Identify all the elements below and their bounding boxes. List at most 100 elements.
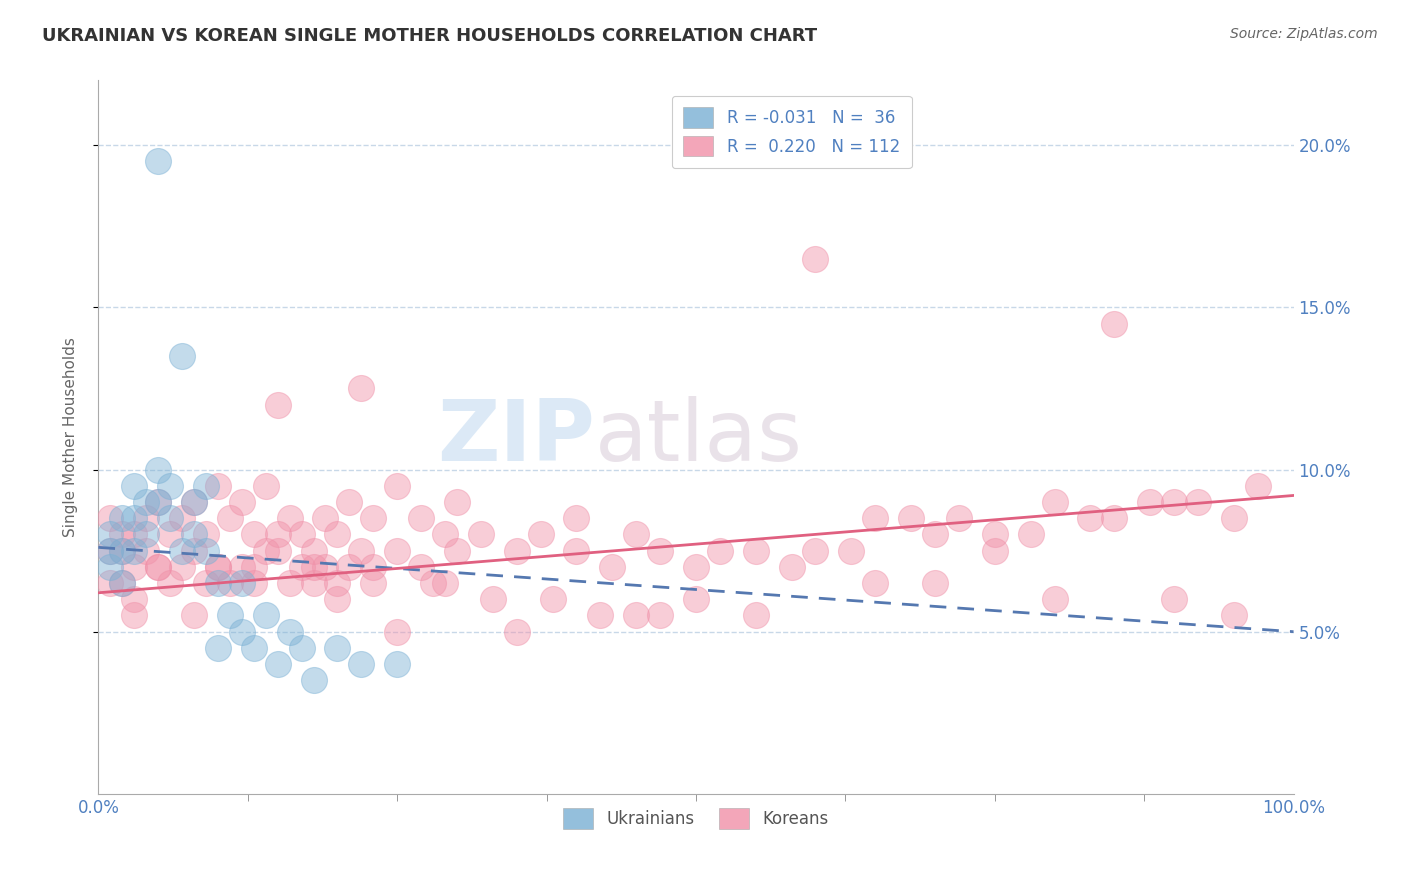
Point <box>650 543 672 558</box>
Point <box>111 527 134 541</box>
Point <box>231 624 253 639</box>
Point <box>984 543 1007 558</box>
Point <box>278 576 301 591</box>
Point <box>804 252 827 266</box>
Point <box>207 640 229 655</box>
Point <box>183 495 205 509</box>
Point <box>159 511 181 525</box>
Point <box>148 495 170 509</box>
Point <box>411 511 433 525</box>
Point <box>159 576 181 591</box>
Point <box>924 576 946 591</box>
Point <box>98 527 122 541</box>
Point <box>326 592 349 607</box>
Point <box>195 576 218 591</box>
Point <box>124 479 146 493</box>
Point <box>231 576 253 591</box>
Point <box>195 543 218 558</box>
Point <box>984 527 1007 541</box>
Point <box>172 349 194 363</box>
Point <box>278 624 301 639</box>
Point <box>231 559 253 574</box>
Point <box>339 495 361 509</box>
Point <box>207 479 229 493</box>
Point <box>267 543 290 558</box>
Point <box>159 479 181 493</box>
Point <box>183 543 205 558</box>
Point <box>434 576 457 591</box>
Point <box>124 592 146 607</box>
Point <box>565 511 588 525</box>
Point <box>530 527 553 541</box>
Point <box>434 527 457 541</box>
Point <box>541 592 564 607</box>
Point <box>326 640 349 655</box>
Point <box>124 511 146 525</box>
Point <box>135 527 157 541</box>
Point <box>135 511 157 525</box>
Point <box>350 657 373 672</box>
Point <box>948 511 970 525</box>
Point <box>1104 317 1126 331</box>
Point <box>148 462 170 476</box>
Point <box>124 559 146 574</box>
Point <box>302 576 325 591</box>
Point <box>626 608 648 623</box>
Point <box>363 576 385 591</box>
Text: ZIP: ZIP <box>437 395 595 479</box>
Point <box>363 559 385 574</box>
Point <box>385 624 409 639</box>
Point <box>135 495 157 509</box>
Point <box>219 576 242 591</box>
Point <box>111 576 134 591</box>
Point <box>506 543 529 558</box>
Point <box>111 511 134 525</box>
Point <box>302 673 325 688</box>
Point <box>446 495 468 509</box>
Point <box>267 657 290 672</box>
Point <box>865 511 887 525</box>
Point <box>804 543 827 558</box>
Point <box>924 527 946 541</box>
Point <box>98 559 122 574</box>
Point <box>111 543 134 558</box>
Point <box>650 608 672 623</box>
Point <box>780 559 803 574</box>
Point <box>98 576 122 591</box>
Point <box>745 543 768 558</box>
Point <box>745 608 768 623</box>
Point <box>602 559 624 574</box>
Point <box>470 527 492 541</box>
Point <box>111 576 134 591</box>
Point <box>243 576 266 591</box>
Point <box>219 608 242 623</box>
Legend: Ukrainians, Koreans: Ukrainians, Koreans <box>557 802 835 836</box>
Point <box>1104 511 1126 525</box>
Point <box>302 559 325 574</box>
Point <box>1163 592 1185 607</box>
Point <box>98 543 122 558</box>
Point <box>589 608 612 623</box>
Text: UKRAINIAN VS KOREAN SINGLE MOTHER HOUSEHOLDS CORRELATION CHART: UKRAINIAN VS KOREAN SINGLE MOTHER HOUSEH… <box>42 27 817 45</box>
Point <box>302 543 325 558</box>
Point <box>98 543 122 558</box>
Point <box>291 640 314 655</box>
Point <box>291 527 314 541</box>
Point <box>1187 495 1209 509</box>
Point <box>254 543 277 558</box>
Point <box>135 543 157 558</box>
Point <box>111 543 134 558</box>
Point <box>207 576 229 591</box>
Point <box>350 543 373 558</box>
Point <box>385 657 409 672</box>
Point <box>1139 495 1161 509</box>
Point <box>841 543 863 558</box>
Point <box>148 559 170 574</box>
Point <box>1080 511 1102 525</box>
Point <box>148 559 170 574</box>
Point <box>291 559 314 574</box>
Point <box>685 559 707 574</box>
Point <box>207 559 229 574</box>
Point <box>243 640 266 655</box>
Point <box>183 527 205 541</box>
